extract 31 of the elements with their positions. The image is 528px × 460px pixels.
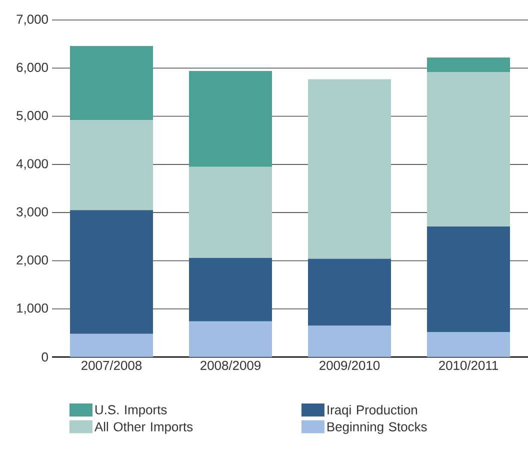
bar (427, 332, 510, 357)
bar (189, 258, 272, 322)
y-tick-label: 7,000 (16, 14, 48, 26)
x-tick-label: 2009/2010 (320, 360, 380, 370)
bar (427, 58, 510, 72)
legend-label: All Other Imports (94, 422, 193, 434)
legend-label: Iraqi Production (328, 404, 418, 418)
bar (189, 71, 272, 167)
y-tick-label: 1,000 (17, 304, 48, 314)
bar (308, 326, 392, 357)
y-tick-label: 3,000 (16, 207, 48, 218)
legend-label: U.S. Imports (95, 405, 167, 417)
bar (70, 334, 153, 357)
y-tick-label: 2,000 (16, 255, 48, 266)
y-tick-label: 4,000 (16, 159, 48, 170)
x-tick-label: 2007/2008 (82, 360, 142, 370)
x-tick-label: 2008/2009 (200, 360, 260, 370)
bar (70, 210, 153, 334)
bar (427, 226, 510, 332)
y-tick-label: 0 (42, 352, 48, 362)
bar (427, 72, 510, 227)
bar (189, 166, 272, 258)
y-tick-label: 6,000 (16, 62, 48, 74)
bar (70, 120, 153, 210)
x-tick-label: 2010/2011 (439, 360, 498, 370)
bar (308, 258, 392, 326)
bar (70, 46, 153, 120)
bar (308, 79, 392, 259)
y-tick-label: 5,000 (16, 110, 48, 122)
legend-label: Beginning Stocks (328, 422, 427, 434)
bar (189, 321, 272, 357)
